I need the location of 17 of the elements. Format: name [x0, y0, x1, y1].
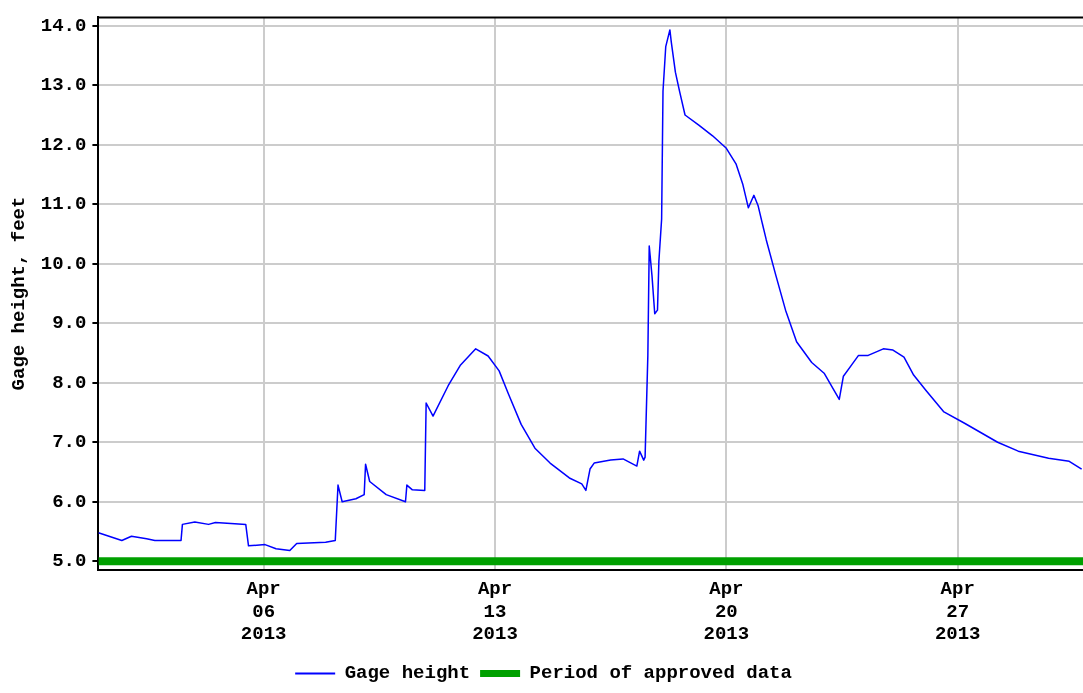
- legend-label: Period of approved data: [529, 662, 792, 685]
- legend-label: Gage height: [344, 662, 471, 685]
- y-tick-label: 8.0: [52, 371, 87, 394]
- y-axis-title: Gage height, feet: [8, 196, 31, 391]
- x-tick-label: Apr 20 2013: [703, 577, 750, 646]
- y-tick-label: 14.0: [40, 14, 87, 37]
- y-tick-label: 10.0: [40, 252, 87, 275]
- x-tick-label: Apr 27 2013: [934, 577, 981, 646]
- y-tick-label: 6.0: [52, 490, 87, 513]
- y-tick-label: 5.0: [52, 550, 87, 573]
- x-tick-label: Apr 06 2013: [240, 577, 287, 646]
- y-tick-label: 7.0: [52, 431, 87, 454]
- y-tick-label: 11.0: [40, 193, 87, 216]
- y-tick-label: 9.0: [52, 312, 87, 335]
- x-tick-label: Apr 13 2013: [472, 577, 518, 646]
- y-tick-label: 12.0: [40, 133, 87, 156]
- y-tick-label: 13.0: [40, 74, 87, 97]
